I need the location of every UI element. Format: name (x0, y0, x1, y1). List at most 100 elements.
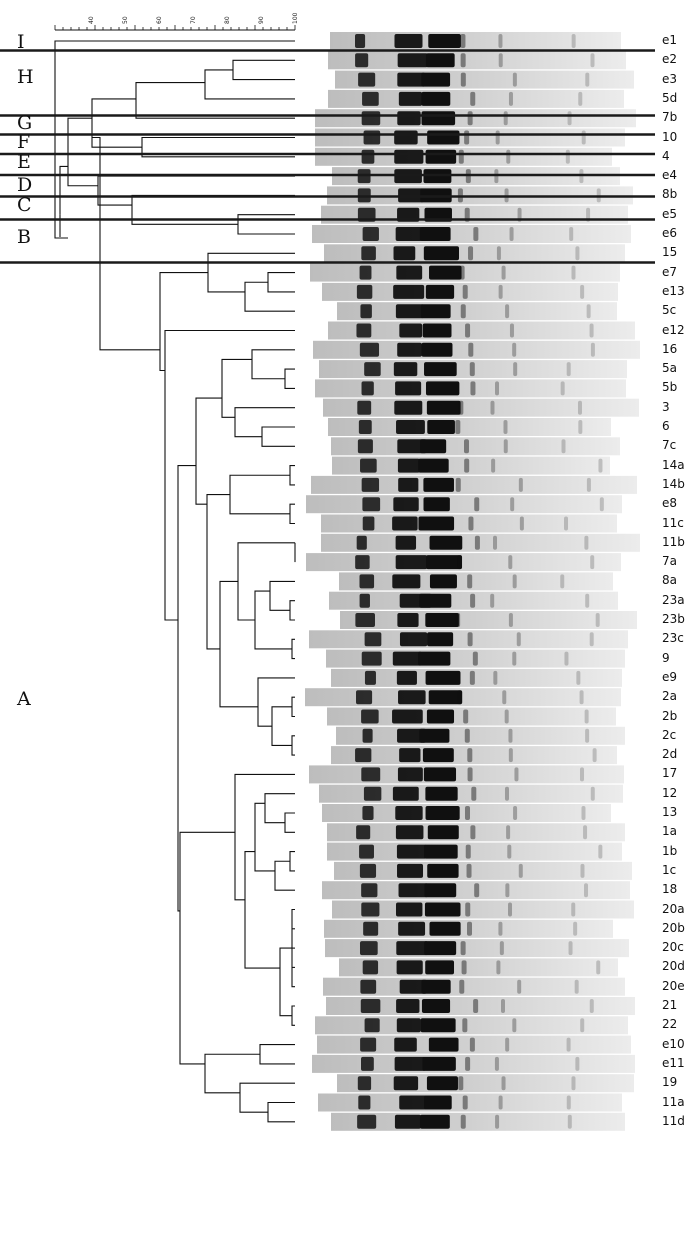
dendrogram-branch (204, 69, 295, 100)
dendrogram-branch (257, 677, 295, 727)
gel-band (465, 844, 471, 859)
gel-band (512, 72, 517, 87)
gel-band (467, 632, 473, 647)
gel-lane (315, 128, 625, 147)
lane-label: 5c (662, 303, 677, 318)
gel-band (560, 381, 565, 396)
gel-band (585, 72, 590, 87)
gel-band (589, 323, 594, 338)
gel-band (560, 574, 565, 589)
gel-band (394, 1037, 417, 1052)
gel-band (398, 477, 419, 492)
gel-band (578, 420, 583, 434)
dendrogram-branch (159, 272, 208, 372)
lane-label: e9 (662, 669, 678, 684)
gel-band (426, 1076, 458, 1091)
gel-band (393, 246, 416, 261)
lane-label: 17 (662, 766, 678, 781)
gel-band (399, 323, 423, 338)
gel-band (581, 130, 586, 145)
gel-band (462, 1095, 468, 1110)
gel-band (362, 516, 375, 531)
gel-band (508, 748, 513, 763)
gel-band (468, 246, 474, 261)
gel-lane-background (312, 225, 631, 243)
dendrogram-branch (291, 638, 295, 660)
gel-band (362, 227, 379, 241)
gel-band (394, 1056, 426, 1071)
gel-band (574, 979, 579, 994)
gel-lane-background (310, 263, 620, 282)
gel-band (355, 34, 366, 48)
gel-band (397, 439, 427, 454)
scale-tick-label: 100 (292, 12, 299, 24)
gel-lane (335, 70, 634, 89)
gel-lane-background (309, 765, 624, 784)
dendrogram-branch (239, 1082, 295, 1113)
gel-band (592, 748, 597, 763)
dendrogram-branch (261, 426, 295, 447)
gel-band (471, 786, 477, 801)
cluster-label-c: C (17, 194, 32, 216)
gel-band (422, 748, 454, 763)
gel-lane (323, 977, 625, 996)
gel-band (458, 1076, 464, 1091)
gel-band (462, 1018, 468, 1033)
gel-lane (312, 1054, 635, 1073)
lane-label: 23b (662, 612, 685, 626)
gel-lane-background (306, 553, 621, 572)
gel-band (469, 1037, 475, 1052)
lane-label: e11 (662, 1055, 685, 1070)
gel-lane (334, 861, 632, 880)
gel-band (426, 555, 463, 570)
dendrogram-branch (244, 281, 295, 312)
gel-lane (328, 51, 626, 70)
lane-label: 14b (662, 476, 685, 491)
lane-label: 22 (662, 1017, 678, 1032)
gel-band (395, 227, 423, 241)
gel-lane-background (321, 533, 640, 552)
dendrogram-branch (54, 40, 295, 239)
gel-band (505, 304, 510, 319)
gel-lane-background (311, 475, 637, 494)
gel-band (429, 921, 461, 936)
gel-band (357, 1076, 372, 1091)
lane-label: 12 (662, 785, 678, 800)
gel-band (396, 420, 425, 434)
dendrogram-branch (289, 851, 295, 872)
lane-label: 15 (662, 245, 678, 260)
gel-band (590, 786, 595, 801)
gel-lane-background (328, 321, 635, 340)
dendrogram-branch (284, 368, 295, 389)
gel-band (576, 670, 581, 685)
gel-lane (324, 919, 613, 938)
gel-band (421, 111, 456, 126)
gel-lane (331, 746, 617, 765)
gel-band (356, 690, 373, 705)
gel-lane-background (334, 861, 632, 880)
gel-lane (331, 437, 620, 456)
gel-band (425, 806, 460, 820)
gel-band (427, 130, 460, 145)
dendrogram-branch (92, 136, 160, 351)
gel-band (361, 883, 378, 898)
gel-band (565, 149, 570, 164)
gel-band (501, 1076, 506, 1091)
gel-band (360, 999, 381, 1013)
gel-lane-background (315, 109, 636, 128)
gel-band (496, 960, 501, 975)
lane-label: 5a (662, 361, 677, 376)
lane-label: 18 (662, 882, 678, 897)
gel-band (396, 265, 423, 280)
dendrogram-branch (254, 802, 275, 872)
gel-band (460, 72, 466, 87)
dendrogram-branch (289, 465, 295, 486)
gel-lane (331, 1112, 625, 1131)
gel-lane-background (313, 340, 640, 359)
gel-band (578, 91, 583, 106)
gel-band (575, 246, 580, 261)
gel-band (418, 651, 451, 666)
lane-label: e5 (662, 206, 678, 221)
gel-band (504, 786, 509, 801)
gel-band (396, 960, 423, 975)
